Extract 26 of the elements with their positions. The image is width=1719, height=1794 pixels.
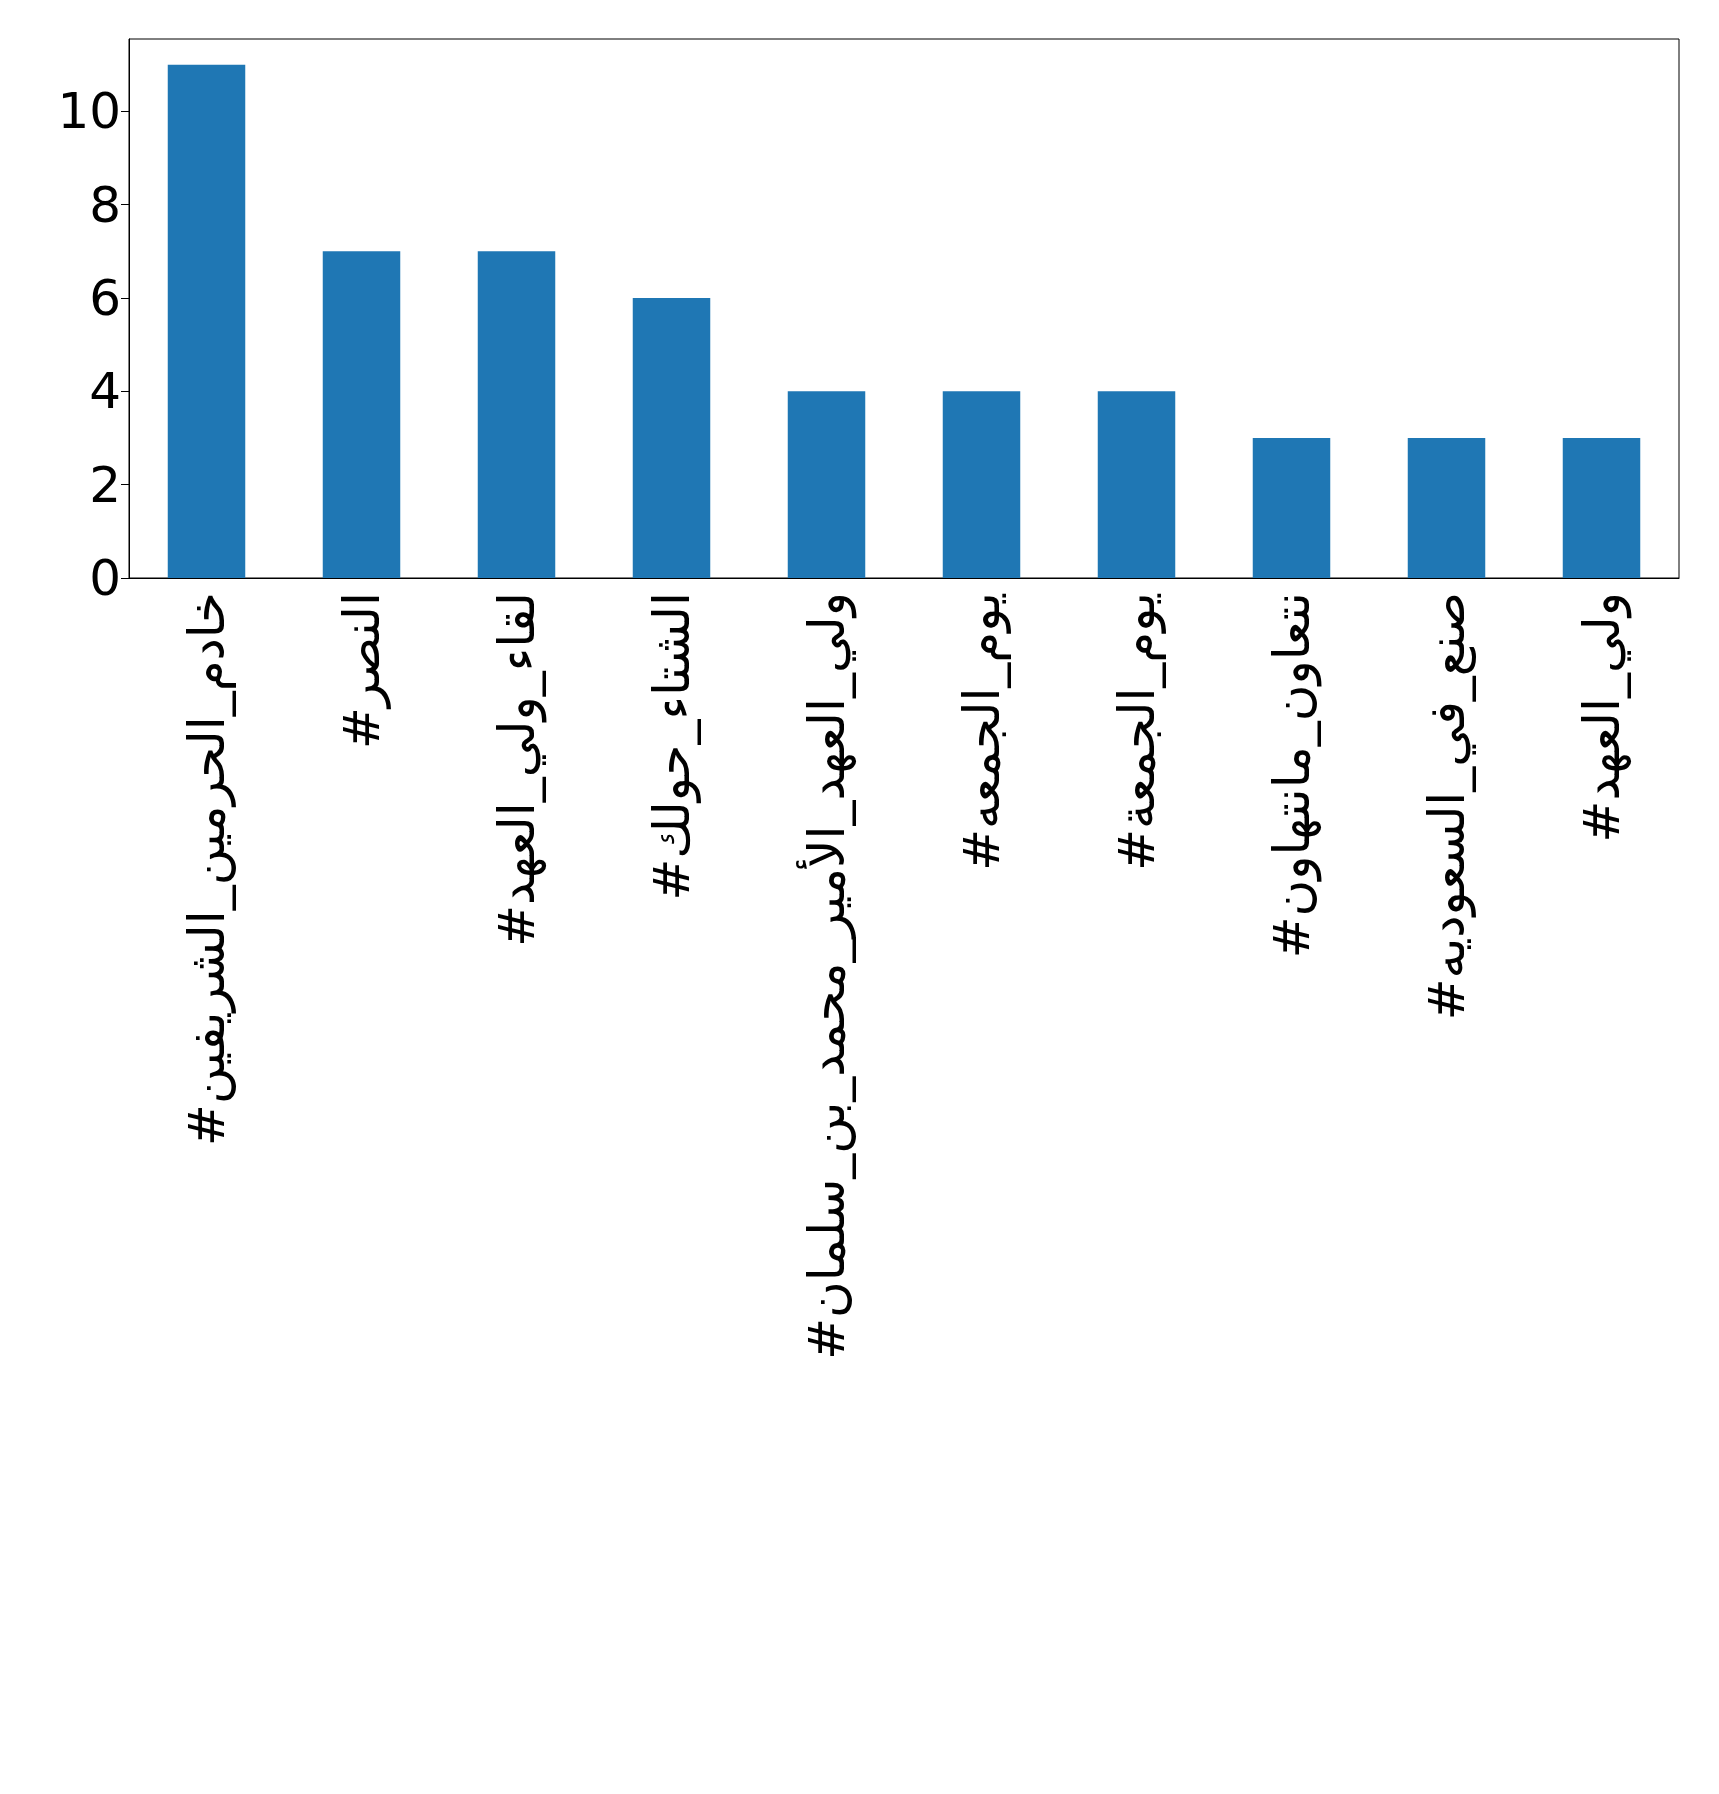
x-tick-label: #نتعاون_مانتهاون [1262, 592, 1322, 959]
x-tick-label: #ولي_العهد_الأمير_محمد_بن_سلمان [795, 592, 857, 1360]
y-tick-label: 0 [89, 549, 121, 607]
bar [1562, 438, 1641, 578]
x-tick-label: #يوم_الجمعه [952, 592, 1011, 871]
y-tick-label: 6 [89, 269, 121, 327]
x-tick-label: #لقاء_ولي_العهد [487, 592, 547, 947]
bar [787, 391, 866, 578]
bar [167, 64, 246, 578]
bar [942, 391, 1021, 578]
y-tick-label: 2 [89, 455, 121, 514]
x-tick-label: #خادم_الحرمين_الشريفين [177, 592, 236, 1146]
bar [1407, 438, 1486, 578]
bar [632, 298, 711, 578]
y-tick-label: 4 [89, 362, 121, 421]
x-tick-label: #يوم_الجمعة [1107, 592, 1166, 871]
x-tick-label: #الشتاء_حولك [642, 592, 701, 901]
bar [1252, 438, 1331, 578]
x-tick-label: #صنع_في_السعوديه [1417, 592, 1477, 1021]
bar [322, 251, 401, 578]
x-tick-label: #النصر [332, 592, 391, 750]
bar [1097, 391, 1176, 578]
y-tick-label: 10 [57, 82, 121, 141]
bar [477, 251, 556, 578]
y-tick-label: 8 [89, 175, 121, 234]
x-tick-label: #ولي_العهد [1572, 592, 1632, 843]
